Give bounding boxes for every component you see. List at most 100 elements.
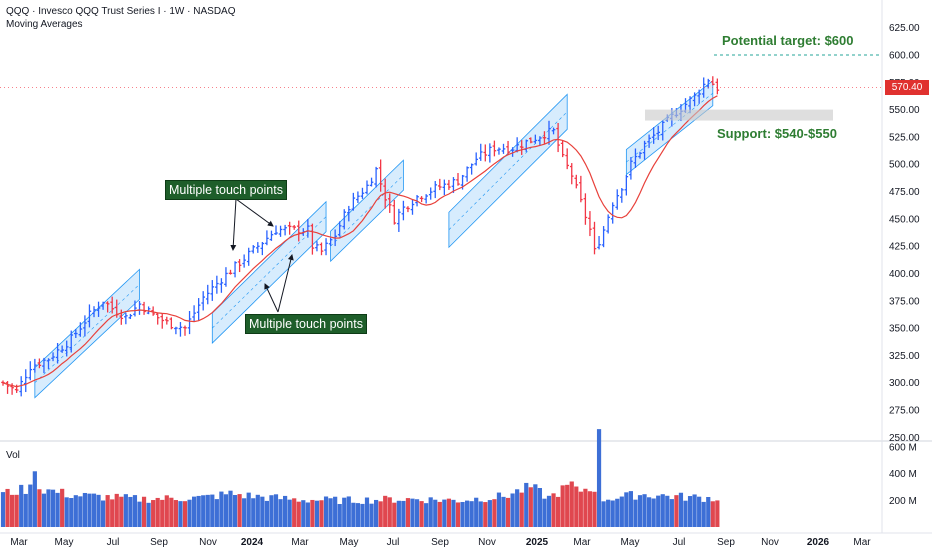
volume-bar [478,501,483,527]
price-bar [128,313,133,320]
volume-bar [110,499,115,527]
volume-bar [337,504,342,527]
price-bar [105,301,110,313]
volume-bar [296,501,301,527]
price-bar [492,140,497,157]
volume-bar [169,497,174,527]
volume-bar [328,498,333,527]
y-tick-label: 250.00 [889,433,920,444]
volume-bar [615,498,620,527]
volume-bar [587,491,593,527]
volume-bar [255,494,260,527]
volume-bar [132,495,138,527]
chart-header: QQQ · Invesco QQQ Trust Series I · 1W · … [6,5,236,31]
volume-bar [583,488,588,527]
price-bar [5,381,10,394]
price-bar [146,306,151,315]
price-bar [169,317,174,330]
volume-bar [314,500,320,527]
volume-bar [123,494,128,527]
price-bar [210,280,215,301]
y-tick-label: 300.00 [889,378,920,389]
price-bar [378,159,383,192]
price-bar [69,330,74,353]
volume-bar [674,495,679,527]
price-bar [697,89,701,104]
volume-bar [592,491,597,527]
volume-bar [465,500,470,527]
volume-bar [515,489,520,527]
volume-bar [237,494,242,527]
price-bar [219,278,224,293]
y-tick-label: 500.00 [889,160,920,171]
price-bar [447,179,451,190]
volume-bar [23,493,28,527]
price-bar [565,148,569,170]
price-bar [451,177,456,193]
x-tick-label: Nov [761,537,779,548]
volume-bar [542,498,547,527]
volume-bar [565,484,570,527]
volume-bar [369,503,374,527]
y-tick-label: 350.00 [889,324,920,335]
volume-bar [351,502,356,527]
volume-bar [706,497,711,527]
price-bar [638,151,642,159]
volume-bar [510,493,515,527]
volume-bar [192,496,197,527]
volume-bar [619,496,624,527]
volume-bar [69,498,74,527]
price-bar [551,127,556,135]
price-bar [155,313,160,325]
volume-bar [492,499,497,527]
price-bar [433,181,438,199]
channel-mid-4 [448,111,568,230]
annotation-arrow [230,198,237,251]
volume-bar [269,495,274,527]
volume-bar [446,498,451,527]
volume-bar [242,498,247,527]
price-bar [160,312,165,329]
volume-bar [10,494,15,527]
price-bar [174,326,178,335]
price-bar [497,147,501,155]
price-bar [383,178,387,209]
price-bar [83,315,87,337]
price-bar [711,76,715,86]
price-bar [78,322,83,337]
price-bar [360,187,365,199]
volume-bar [73,495,78,527]
x-tick-label: Nov [478,537,496,548]
volume-bar [355,503,360,527]
volume-bar [119,496,124,527]
price-bar [583,193,588,225]
volume-bar [669,499,674,527]
price-bar [260,241,265,256]
price-bar [292,225,296,230]
volume-bar [82,492,87,527]
volume-bar [251,498,256,527]
price-bar [14,384,19,393]
volume-bar [651,498,656,527]
volume-bar [78,496,83,527]
volume-bar [601,501,606,527]
price-bar [588,211,592,237]
volume-bar [160,499,165,527]
volume-label: Vol [6,450,20,461]
volume-bar [505,497,511,527]
volume-bar [14,494,19,527]
channel-mid-2 [212,216,327,329]
volume-bar [128,496,133,527]
volume-bar [633,499,638,527]
price-bar [23,369,28,393]
volume-bar [101,500,106,527]
price-bar [569,163,574,185]
price-bar [46,358,51,369]
volume-bar [283,495,288,527]
price-bar [579,175,583,203]
support-zone [645,109,833,121]
price-bar [488,143,492,163]
price-bar [615,189,620,210]
volume-bar [383,495,388,527]
